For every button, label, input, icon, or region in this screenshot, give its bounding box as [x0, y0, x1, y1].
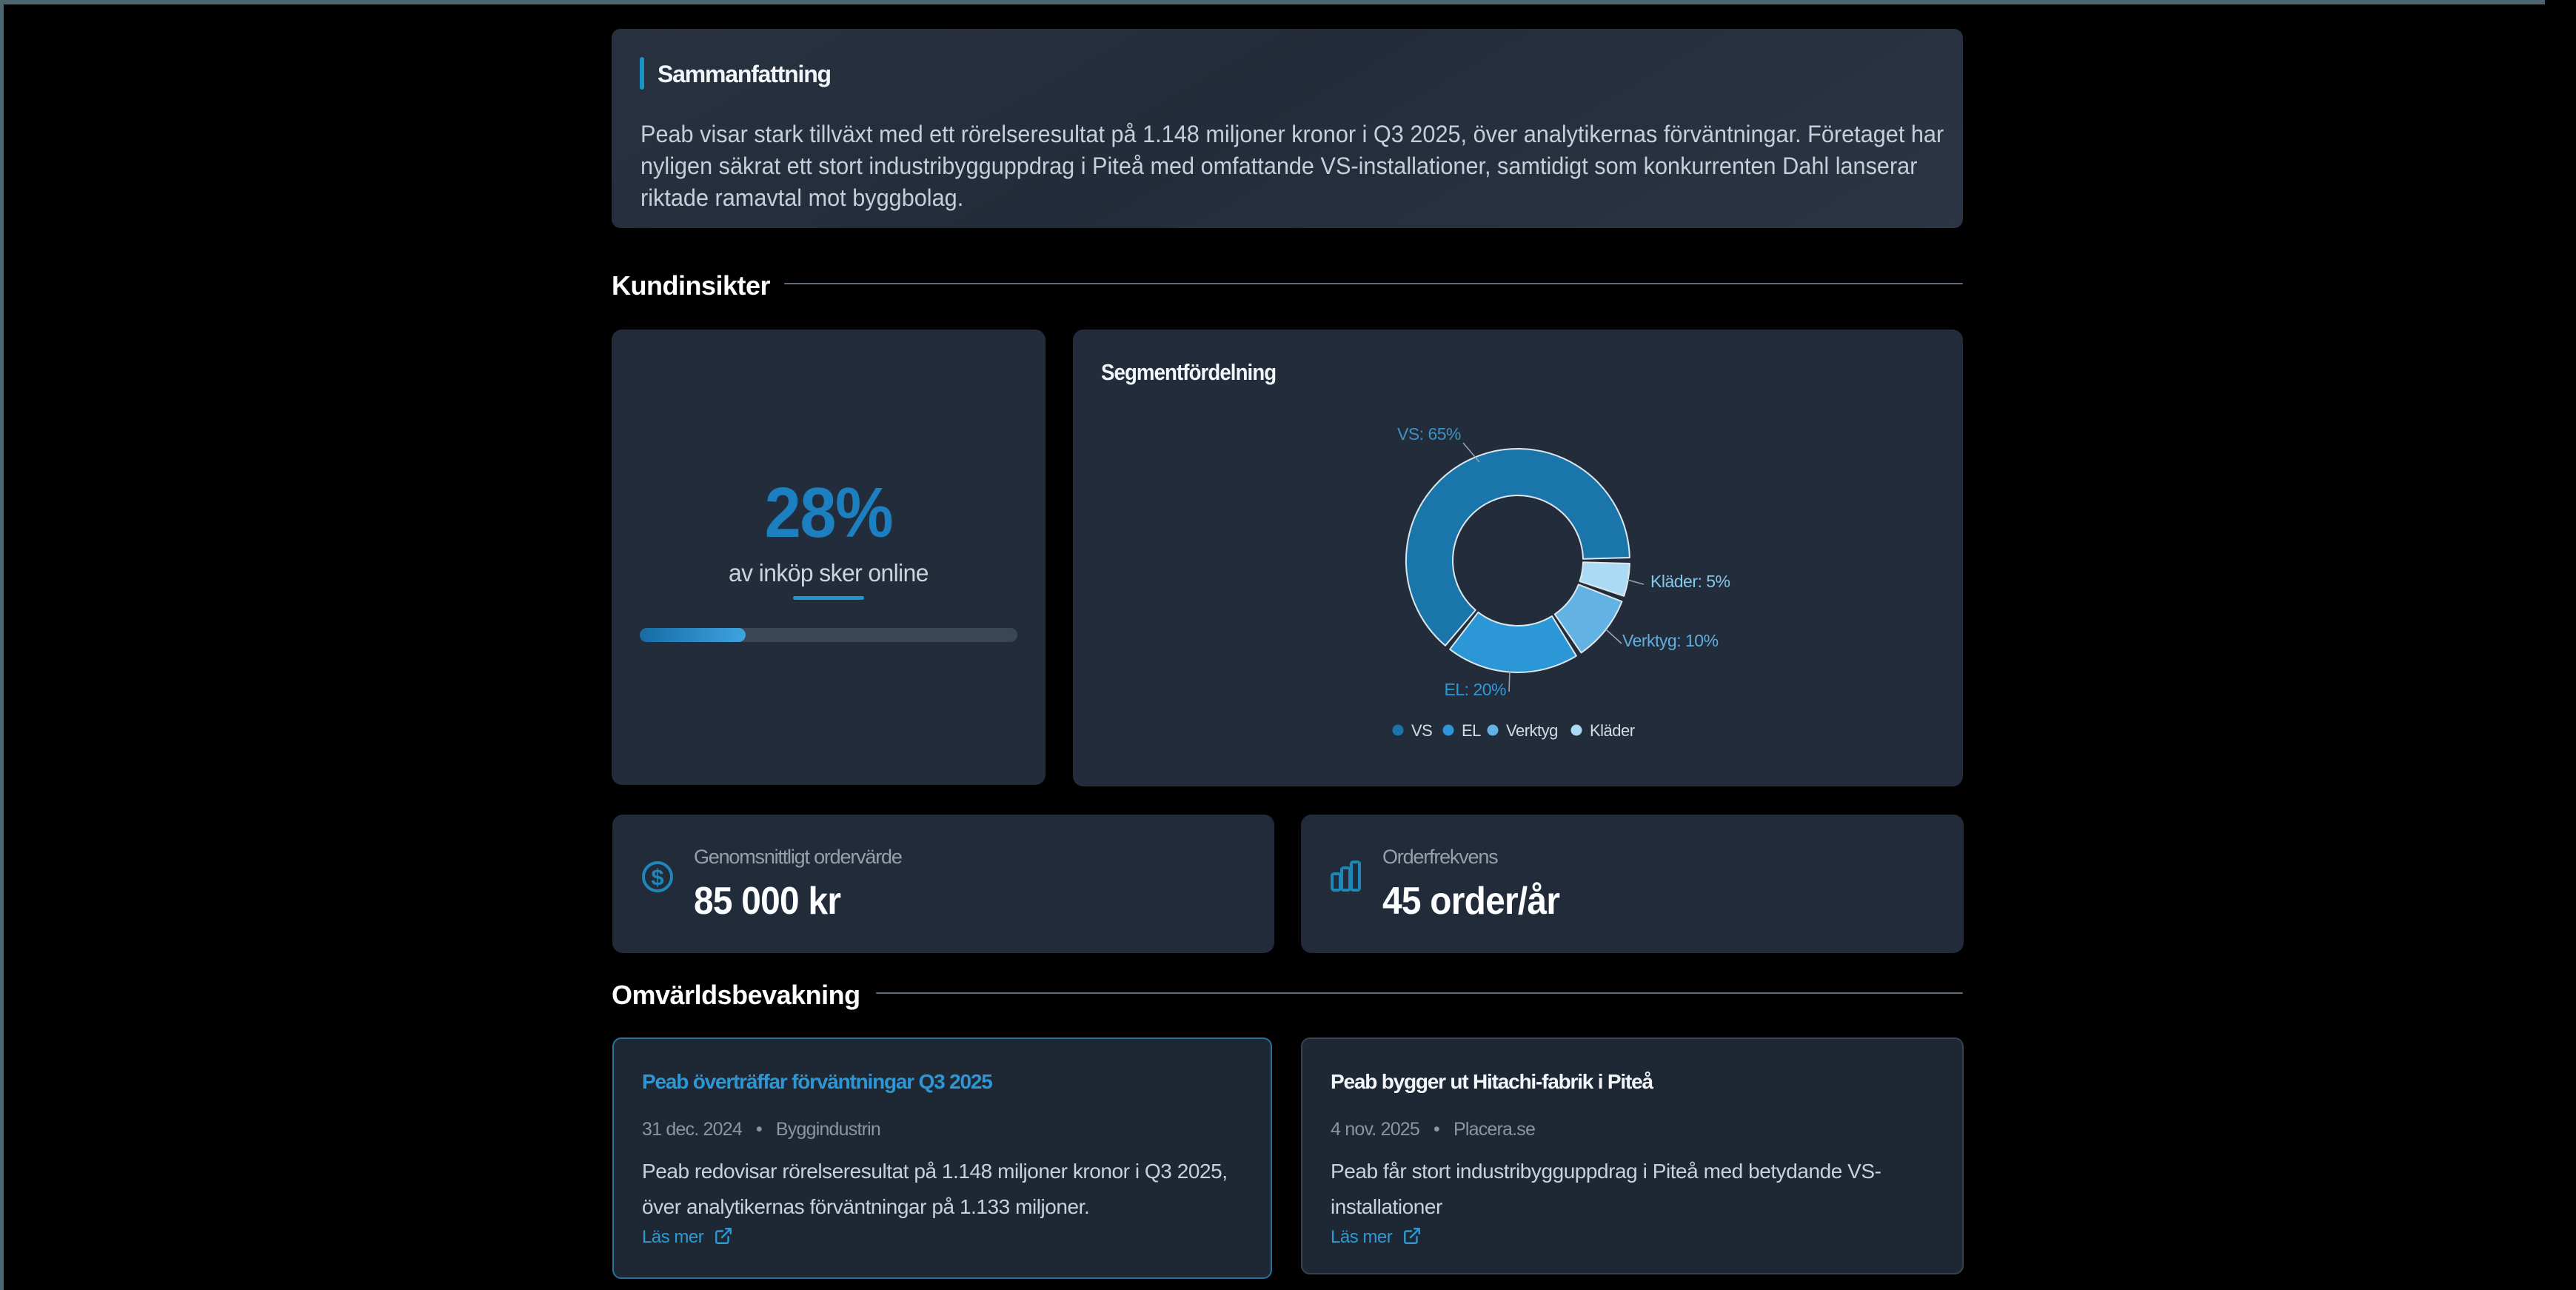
- svg-text:$: $: [651, 864, 663, 890]
- svg-text:EL: 20%: EL: 20%: [1445, 680, 1506, 699]
- svg-text:VS: 65%: VS: 65%: [1397, 424, 1461, 444]
- svg-text:Verktyg: Verktyg: [1506, 721, 1558, 740]
- svg-text:Verktyg: 10%: Verktyg: 10%: [1622, 631, 1719, 650]
- svg-text:EL: EL: [1462, 721, 1481, 740]
- svg-text:Kläder: 5%: Kläder: 5%: [1650, 572, 1730, 591]
- svg-text:Kläder: Kläder: [1590, 721, 1635, 740]
- svg-text:VS: VS: [1411, 721, 1432, 740]
